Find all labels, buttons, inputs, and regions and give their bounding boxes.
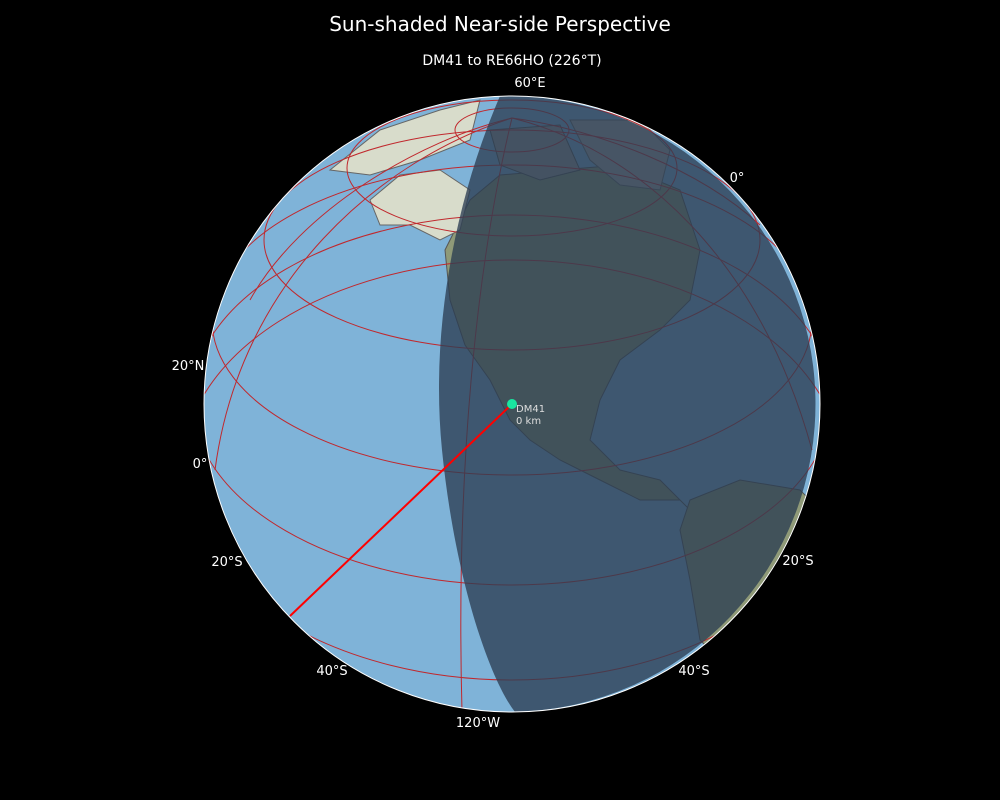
globe-outline [203,95,821,713]
land-siberia [328,99,481,176]
label-0-meridian: 0° [730,171,745,186]
dm41-marker[interactable] [507,399,517,409]
great-circle-path [289,403,513,617]
marker-distance: 0 km [516,416,541,427]
label-equator: 0° [193,457,208,472]
label-20n: 20°N [172,359,205,374]
label-120w: 120°W [456,716,500,731]
marker-label: DM41 [516,404,545,415]
map-subtitle: DM41 to RE66HO (226°T) [422,53,602,69]
label-20s-left: 20°S [211,555,242,570]
label-60e: 60°E [514,76,545,91]
label-40s-right: 40°S [678,664,709,679]
label-20s-right: 20°S [782,554,813,569]
night-shading [439,96,816,712]
map-title: Sun-shaded Near-side Perspective [329,12,671,36]
label-40s-left: 40°S [316,664,347,679]
